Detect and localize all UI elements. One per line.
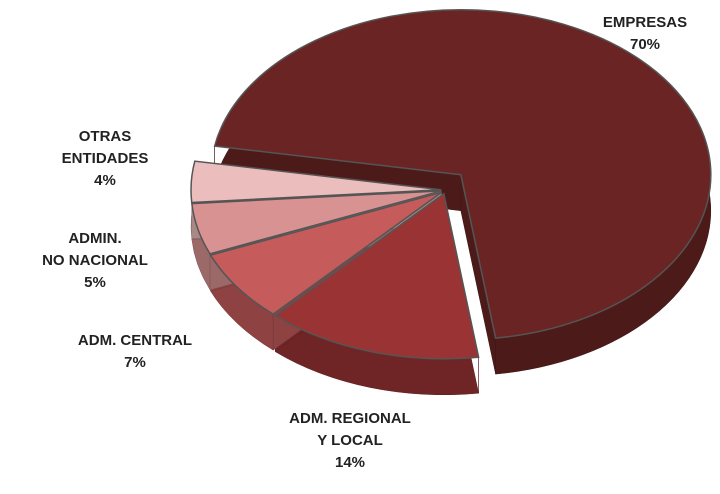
slice-value: 4%: [94, 172, 116, 189]
slice: [213, 8, 712, 339]
slice-value: 7%: [124, 354, 146, 371]
slice-label: OTRAS ENTIDADES 4%: [62, 126, 149, 192]
slice: [209, 191, 443, 316]
slice: [273, 192, 480, 360]
slice-value: 14%: [334, 454, 366, 471]
slice-value: 70%: [629, 36, 661, 53]
slice-value: 5%: [84, 274, 106, 291]
slice-name: ADM. CENTRAL: [77, 332, 193, 349]
slice-name: ADM. REGIONAL Y LOCAL: [289, 410, 411, 449]
slice: [190, 160, 442, 204]
slice-name: ADMIN. NO NACIONAL: [42, 230, 148, 269]
slice-label: EMPRESAS 70%: [603, 12, 687, 56]
slice-label: ADM. CENTRAL 7%: [78, 330, 192, 374]
slice-label: ADMIN. NO NACIONAL 5%: [42, 228, 148, 294]
slice-label: ADM. REGIONAL Y LOCAL 14%: [289, 408, 411, 474]
slice-name: EMPRESAS: [602, 14, 688, 31]
slice: [191, 190, 442, 255]
slice-name: OTRAS ENTIDADES: [61, 128, 149, 167]
